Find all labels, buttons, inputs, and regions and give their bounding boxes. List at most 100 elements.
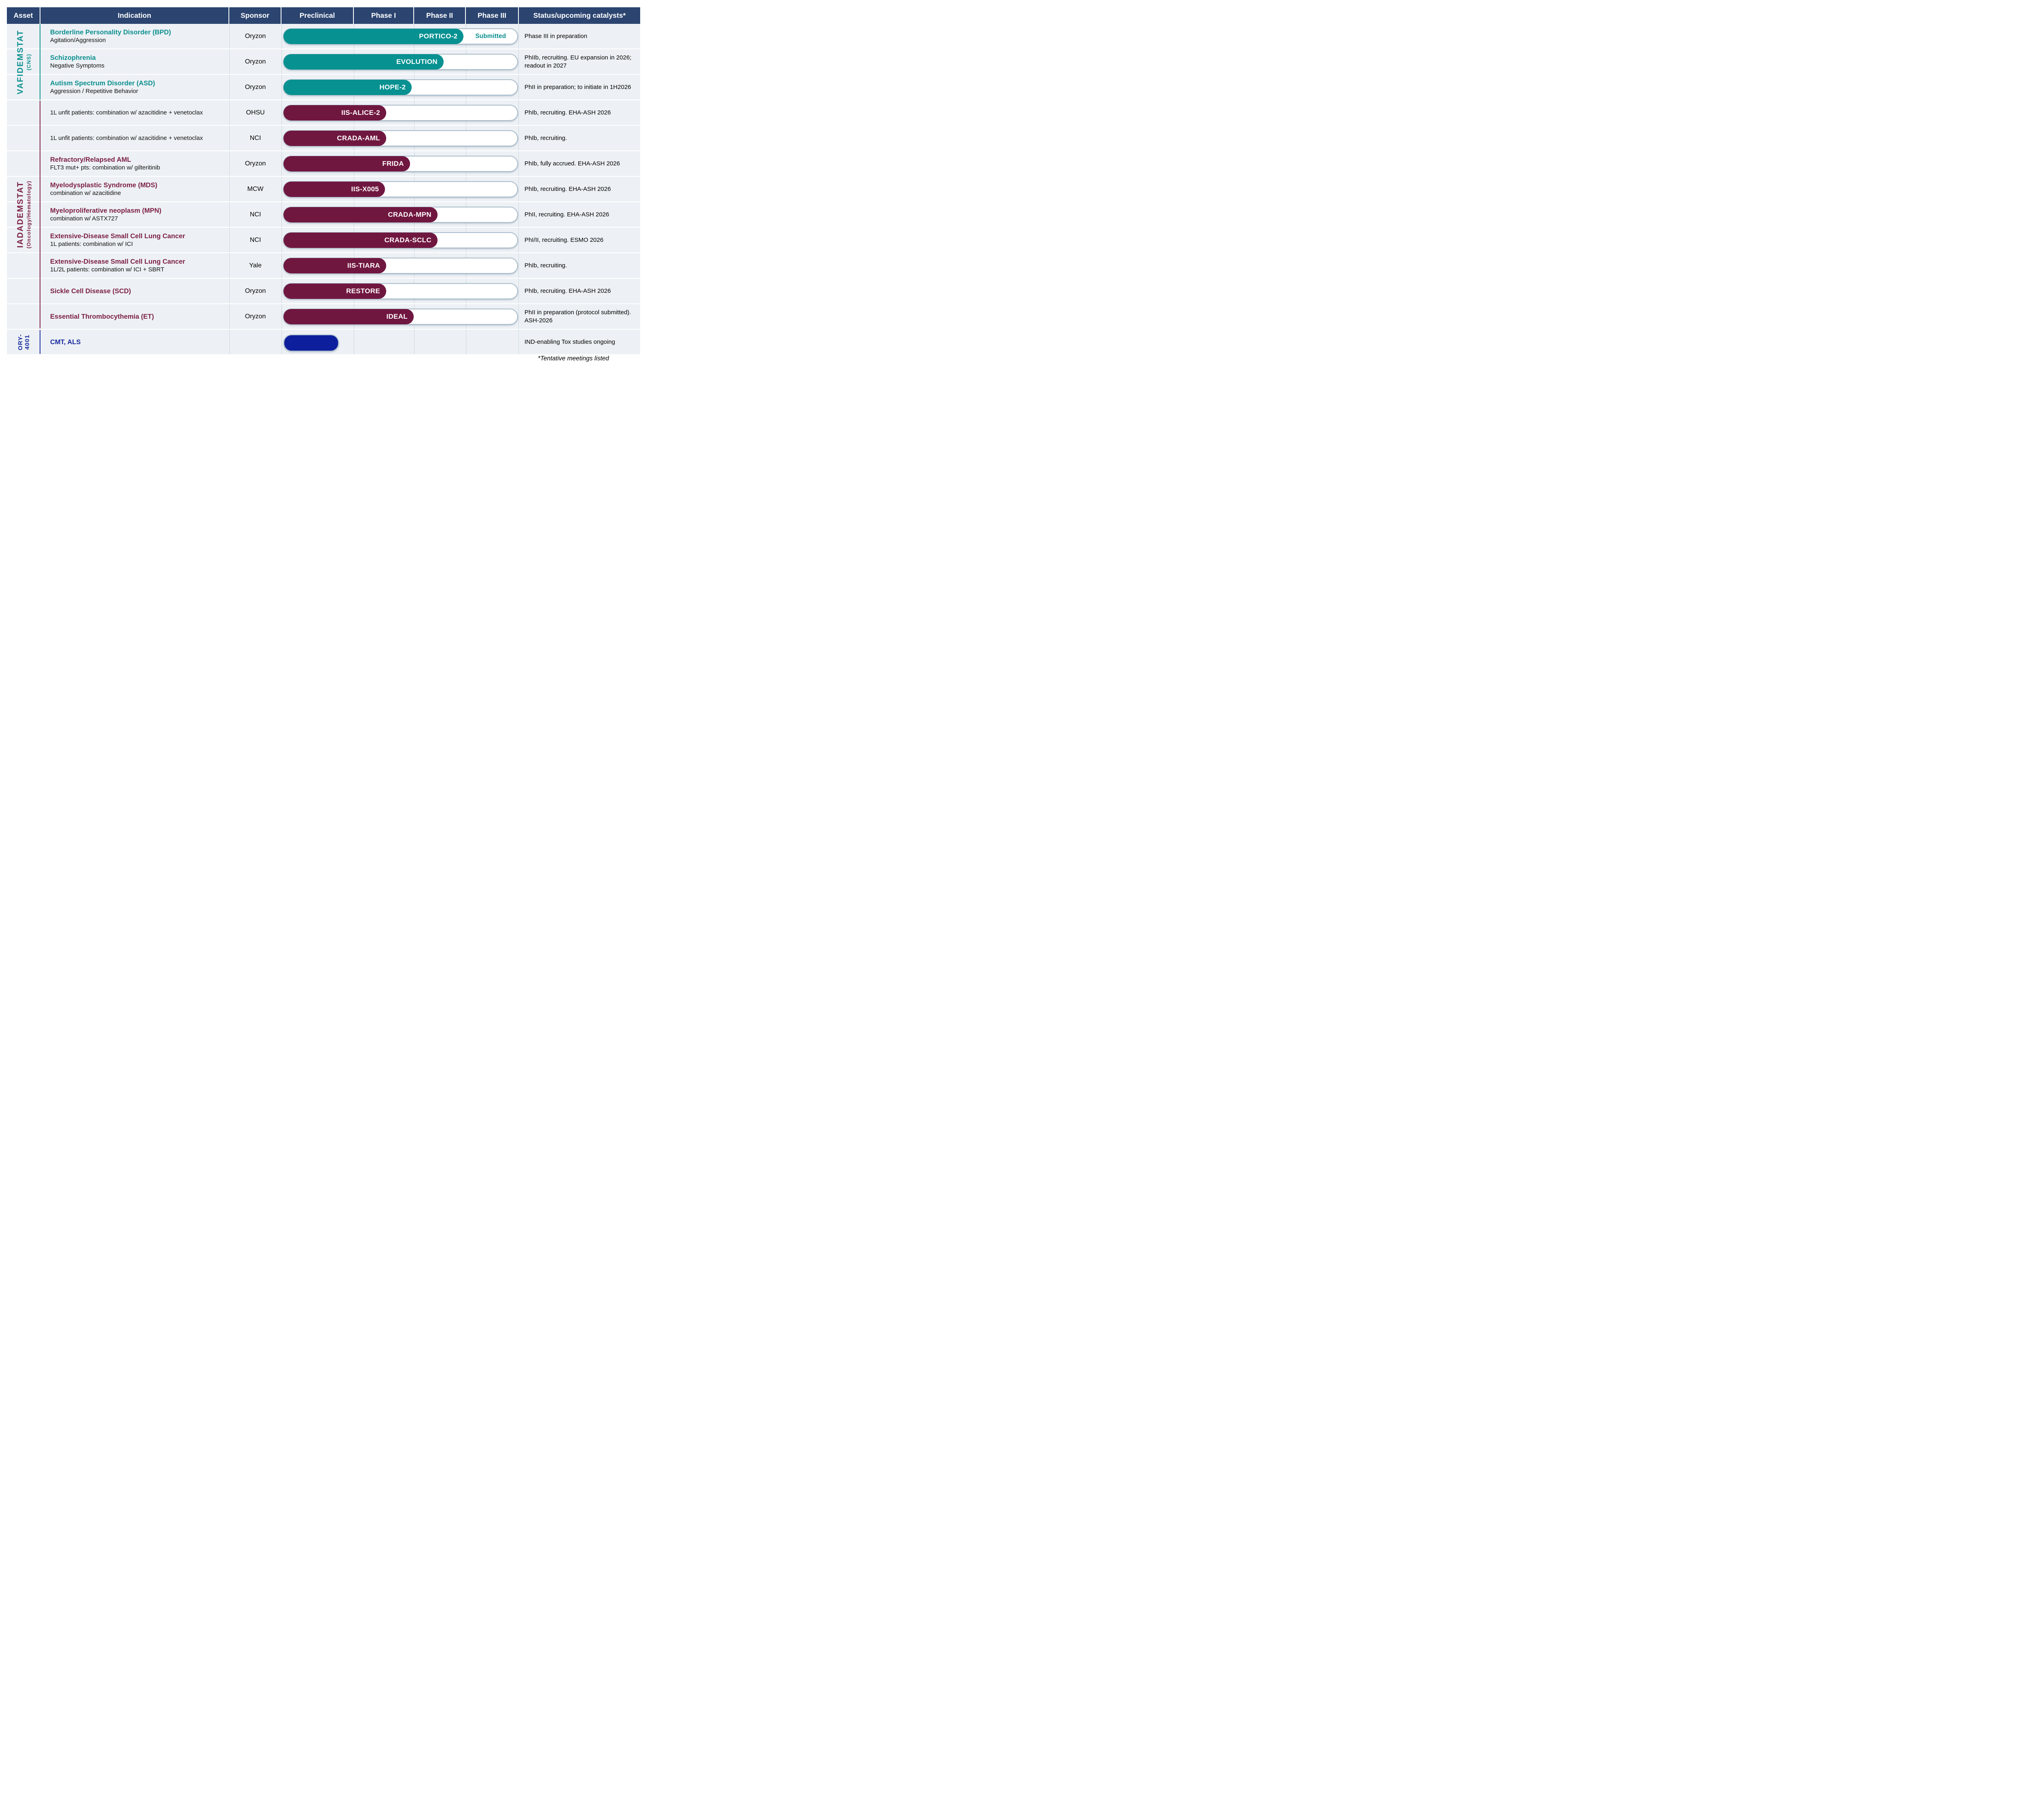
indication-subtitle: 1L unfit patients: combination w/ azacit… [50, 135, 203, 142]
table-row: Extensive-Disease Small Cell Lung Cancer… [7, 228, 640, 252]
sponsor-cell: NCI [250, 134, 261, 142]
asset-name: IADADEMSTAT [16, 181, 25, 248]
table-row: Essential Thrombocythemia (ET) Oryzon ID… [7, 304, 640, 329]
phase-chart-cell: EVOLUTION [281, 49, 519, 74]
sponsor-cell: Oryzon [245, 58, 266, 65]
status-cell: PhIb, fully accrued. EHA-ASH 2026 [525, 160, 620, 167]
group-divider-line [39, 24, 40, 100]
trial-progress-bar: EVOLUTION [283, 54, 444, 70]
trial-progress-bar: FRIDA [283, 156, 410, 171]
phase-chart-cell: HOPE-2 [281, 75, 519, 99]
indication-cell: Extensive-Disease Small Cell Lung Cancer… [40, 253, 229, 278]
trial-progress-bar: CRADA-AML [283, 130, 386, 146]
sponsor-cell: MCW [247, 185, 264, 193]
trial-progress-bar: IIS-ALICE-2 [283, 105, 386, 121]
phase-chart-cell: IIS-X005 [281, 177, 519, 201]
table-row: Schizophrenia Negative Symptoms Oryzon E… [7, 49, 640, 74]
trial-name-label: RESTORE [346, 287, 380, 295]
phase-chart-cell: IIS-TIARA [281, 253, 519, 278]
table-row: 1L unfit patients: combination w/ azacit… [7, 100, 640, 125]
indication-title: Myelodysplastic Syndrome (MDS) [50, 182, 157, 189]
indication-title: Schizophrenia [50, 54, 96, 61]
table-row: 1L unfit patients: combination w/ azacit… [7, 126, 640, 150]
indication-cell: Myeloproliferative neoplasm (MPN) combin… [40, 202, 229, 227]
indication-subtitle: FLT3 mut+ pts: combination w/ gilteritin… [50, 164, 160, 171]
indication-cell: CMT, ALS [40, 330, 229, 354]
phase-chart-cell: CRADA-MPN [281, 202, 519, 227]
trial-progress-bar: PORTICO-2 [283, 28, 464, 44]
table-row: CMT, ALS IND-enabling Tox studies ongoin… [7, 330, 640, 354]
status-cell: PhI/II, recruiting. ESMO 2026 [525, 236, 604, 243]
table-row: Extensive-Disease Small Cell Lung Cancer… [7, 253, 640, 278]
indication-title: Myeloproliferative neoplasm (MPN) [50, 207, 162, 214]
indication-cell: Autism Spectrum Disorder (ASD) Aggressio… [40, 75, 229, 99]
trial-progress-bar: IIS-TIARA [283, 258, 386, 273]
indication-subtitle: combination w/ ASTX727 [50, 215, 118, 222]
table-row: Refractory/Relapsed AML FLT3 mut+ pts: c… [7, 151, 640, 176]
trial-progress-bar: CRADA-SCLC [283, 232, 438, 248]
trial-progress-bar: RESTORE [283, 283, 386, 299]
column-header-status: Status/upcoming catalysts* [533, 11, 626, 19]
table-row: Sickle Cell Disease (SCD) Oryzon RESTORE… [7, 279, 640, 303]
table-row: Autism Spectrum Disorder (ASD) Aggressio… [7, 75, 640, 99]
table-row: Myeloproliferative neoplasm (MPN) combin… [7, 202, 640, 227]
sponsor-cell: Oryzon [245, 32, 266, 40]
trial-progress-track: CRADA-AML [283, 130, 518, 146]
indication-cell: Refractory/Relapsed AML FLT3 mut+ pts: c… [40, 151, 229, 176]
asset-group-ory4001: ORY-4001 [7, 330, 40, 354]
indication-title: Refractory/Relapsed AML [50, 156, 131, 163]
sponsor-cell: NCI [250, 211, 261, 218]
indication-cell: 1L unfit patients: combination w/ azacit… [40, 100, 229, 125]
sponsor-cell: Oryzon [245, 313, 266, 320]
asset-group-iadademstat: IADADEMSTAT (Oncology/Hematology) [7, 100, 40, 329]
phase-chart-cell: CRADA-AML [281, 126, 519, 150]
indication-title: Extensive-Disease Small Cell Lung Cancer [50, 233, 185, 240]
phase-chart-cell [281, 330, 519, 354]
submitted-label: Submitted [475, 32, 506, 40]
sponsor-cell: Yale [249, 262, 262, 269]
trial-progress-track: FRIDA [283, 155, 518, 172]
phase-chart-cell: FRIDA [281, 151, 519, 176]
status-cell: PhIb, recruiting. EHA-ASH 2026 [525, 109, 611, 116]
trial-progress-bar: IIS-X005 [283, 181, 385, 197]
trial-progress-bar: HOPE-2 [283, 79, 412, 95]
column-header-indication: Indication [40, 7, 229, 24]
indication-subtitle: Negative Symptoms [50, 62, 105, 69]
trial-progress-track: CRADA-SCLC [283, 232, 518, 248]
indication-subtitle: 1L patients: combination w/ ICI [50, 241, 133, 248]
footnote: *Tentative meetings listed [537, 355, 609, 362]
indication-title: CMT, ALS [50, 338, 81, 346]
trial-progress-bar [283, 334, 339, 351]
trial-name-label: EVOLUTION [396, 57, 438, 66]
indication-title: Essential Thrombocythemia (ET) [50, 313, 154, 320]
asset-name: VAFIDEMSTAT [16, 30, 25, 95]
trial-name-label: IIS-TIARA [347, 261, 380, 269]
indication-cell: Sickle Cell Disease (SCD) [40, 279, 229, 303]
indication-cell: Borderline Personality Disorder (BPD) Ag… [40, 24, 229, 49]
column-header-preclinical: Preclinical [281, 7, 354, 24]
asset-subtitle: (CNS) [25, 53, 32, 71]
group-divider-line [39, 330, 40, 354]
status-cell: PhIb, recruiting. [525, 134, 567, 142]
indication-title: Sickle Cell Disease (SCD) [50, 287, 131, 295]
indication-cell: Myelodysplastic Syndrome (MDS) combinati… [40, 177, 229, 201]
status-cell: PhIb, recruiting. EHA-ASH 2026 [525, 185, 611, 193]
trial-name-label: HOPE-2 [379, 83, 406, 91]
status-cell: PhIb, recruiting. [525, 262, 567, 269]
trial-progress-track [283, 334, 518, 351]
column-header-phase1: Phase I [354, 7, 414, 24]
status-cell: PhIb, recruiting. EHA-ASH 2026 [525, 287, 611, 294]
trial-name-label: IIS-X005 [351, 185, 379, 193]
trial-progress-track: IIS-ALICE-2 [283, 104, 518, 121]
trial-progress-track: PORTICO-2 Submitted [283, 28, 518, 44]
asset-label: ORY-4001 [17, 333, 31, 351]
trial-progress-track: EVOLUTION [283, 53, 518, 70]
sponsor-cell: Oryzon [245, 83, 266, 91]
trial-name-label: IIS-ALICE-2 [341, 108, 380, 116]
indication-title: Autism Spectrum Disorder (ASD) [50, 80, 155, 87]
indication-title: Extensive-Disease Small Cell Lung Cancer [50, 258, 185, 265]
status-cell: PhIIb, recruiting. EU expansion in 2026;… [525, 54, 632, 69]
sponsor-cell: Oryzon [245, 287, 266, 294]
trial-name-label: CRADA-AML [337, 134, 380, 142]
indication-subtitle: Agitation/Aggression [50, 37, 106, 44]
